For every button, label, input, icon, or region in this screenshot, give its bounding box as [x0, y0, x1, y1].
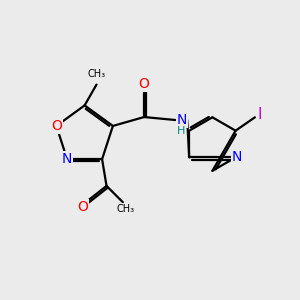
Text: N: N [232, 150, 242, 164]
Text: I: I [258, 107, 262, 122]
Text: CH₃: CH₃ [117, 204, 135, 214]
Text: O: O [139, 77, 149, 91]
Text: CH₃: CH₃ [87, 69, 106, 79]
Text: O: O [51, 119, 62, 133]
Text: N: N [177, 113, 187, 127]
Text: H: H [177, 126, 185, 136]
Text: N: N [62, 152, 72, 166]
Text: O: O [77, 200, 88, 214]
